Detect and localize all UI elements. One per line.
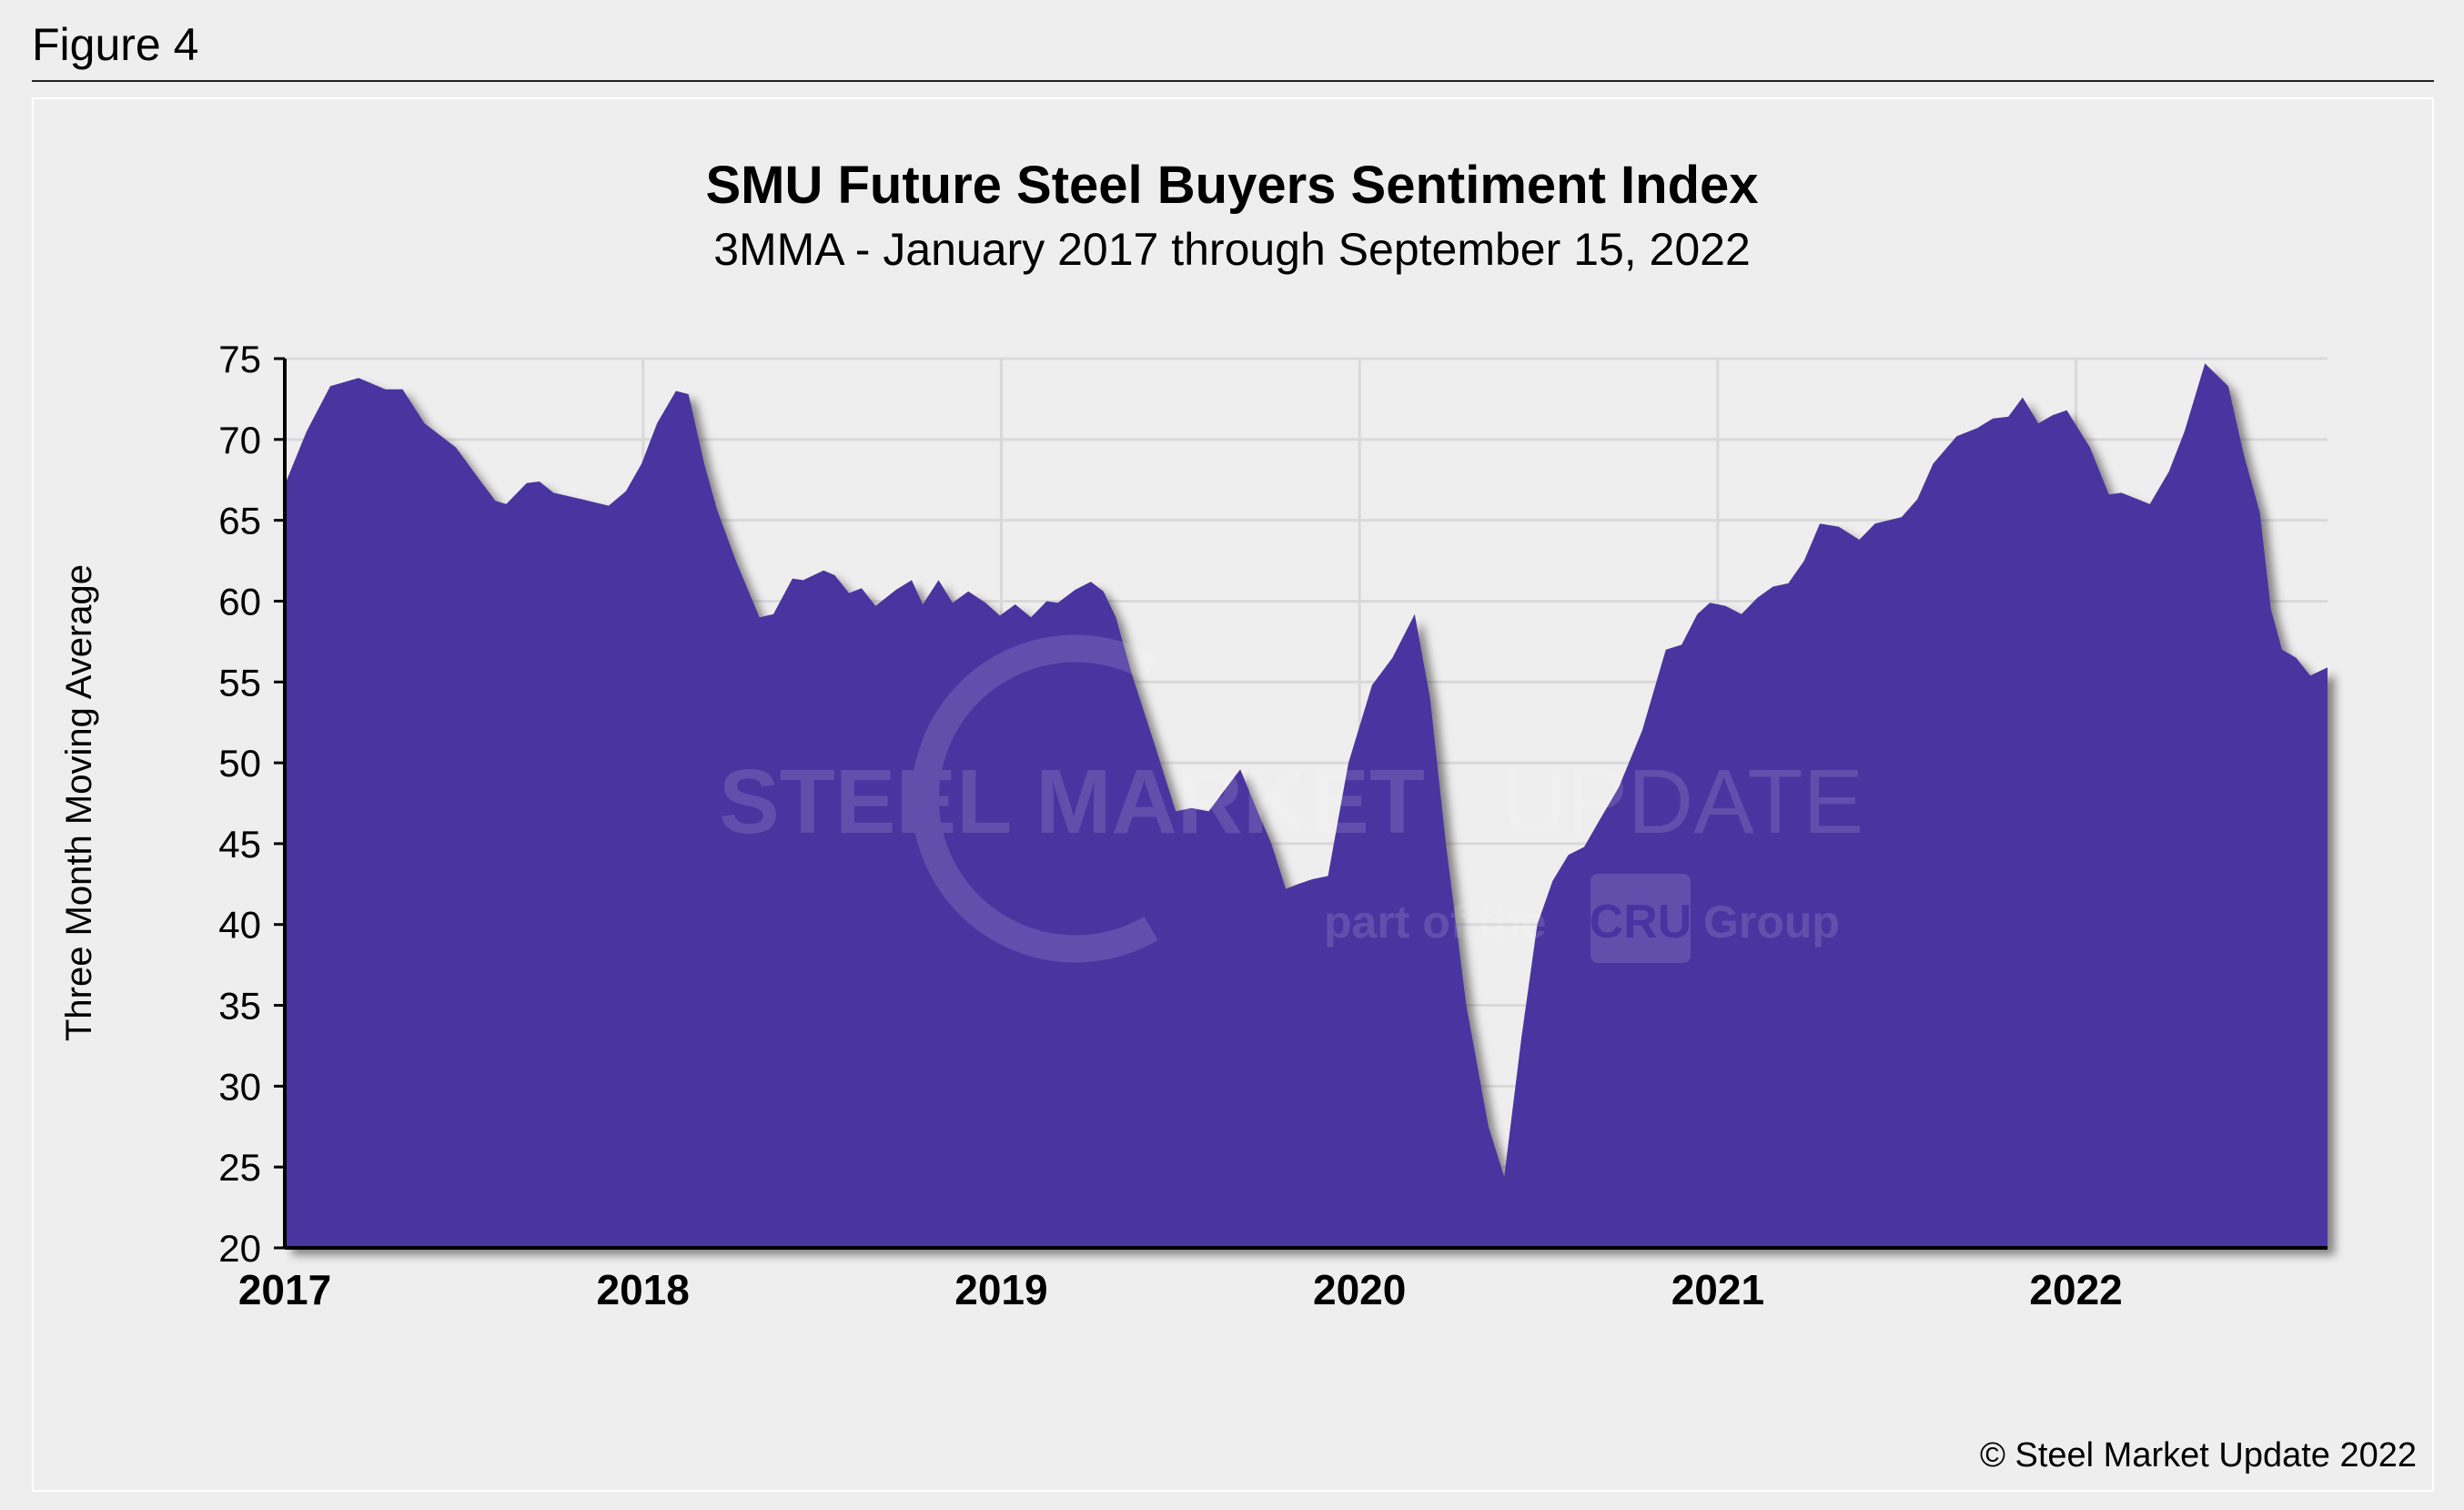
y-tick-label: 40: [218, 904, 261, 947]
watermark-group: Group: [1703, 897, 1840, 948]
x-tick-label: 2021: [1671, 1266, 1764, 1313]
y-tick-label: 25: [218, 1146, 261, 1189]
y-axis-label: Three Month Moving Average: [59, 564, 99, 1041]
chart-subtitle: 3MMA - January 2017 through September 15…: [713, 224, 1751, 275]
watermark-subtext: part of the: [1324, 897, 1546, 948]
figure-label: Figure 4: [32, 19, 199, 70]
y-tick-label: 45: [218, 823, 261, 866]
y-tick-label: 30: [218, 1065, 261, 1108]
y-tick-labels: 20 25 30 35 40 45 50 55 60 65 70 75: [218, 338, 261, 1270]
x-tick-label: 2020: [1313, 1266, 1406, 1313]
watermark-text-light: UPDATE: [1501, 751, 1863, 853]
x-tick-labels: 2017 2018 2019 2020 2021 2022: [238, 1266, 2123, 1313]
watermark-logo: STEEL MARKET UPDATE part of the CRU Grou…: [719, 634, 1863, 963]
y-tick-label: 50: [218, 742, 261, 785]
watermark-text: STEEL MARKET: [719, 751, 1425, 853]
y-tick-label: 75: [218, 338, 261, 380]
watermark-badge: CRU: [1590, 896, 1692, 948]
y-tick-label: 55: [218, 661, 261, 704]
y-tick-label: 35: [218, 985, 261, 1028]
x-tick-label: 2018: [597, 1266, 690, 1313]
x-tick-label: 2017: [238, 1266, 331, 1313]
axes: [274, 357, 2328, 1250]
y-tick-label: 65: [218, 500, 261, 542]
y-tick-label: 60: [218, 580, 261, 623]
sentiment-area: [285, 363, 2328, 1248]
figure-divider: [32, 80, 2434, 82]
x-tick-label: 2019: [954, 1266, 1047, 1313]
y-tick-label: 20: [218, 1227, 261, 1270]
chart-title: SMU Future Steel Buyers Sentiment Index: [705, 156, 1759, 215]
copyright-text: © Steel Market Update 2022: [1979, 1436, 2417, 1475]
y-tick-label: 70: [218, 419, 261, 461]
x-tick-label: 2022: [2029, 1266, 2122, 1313]
